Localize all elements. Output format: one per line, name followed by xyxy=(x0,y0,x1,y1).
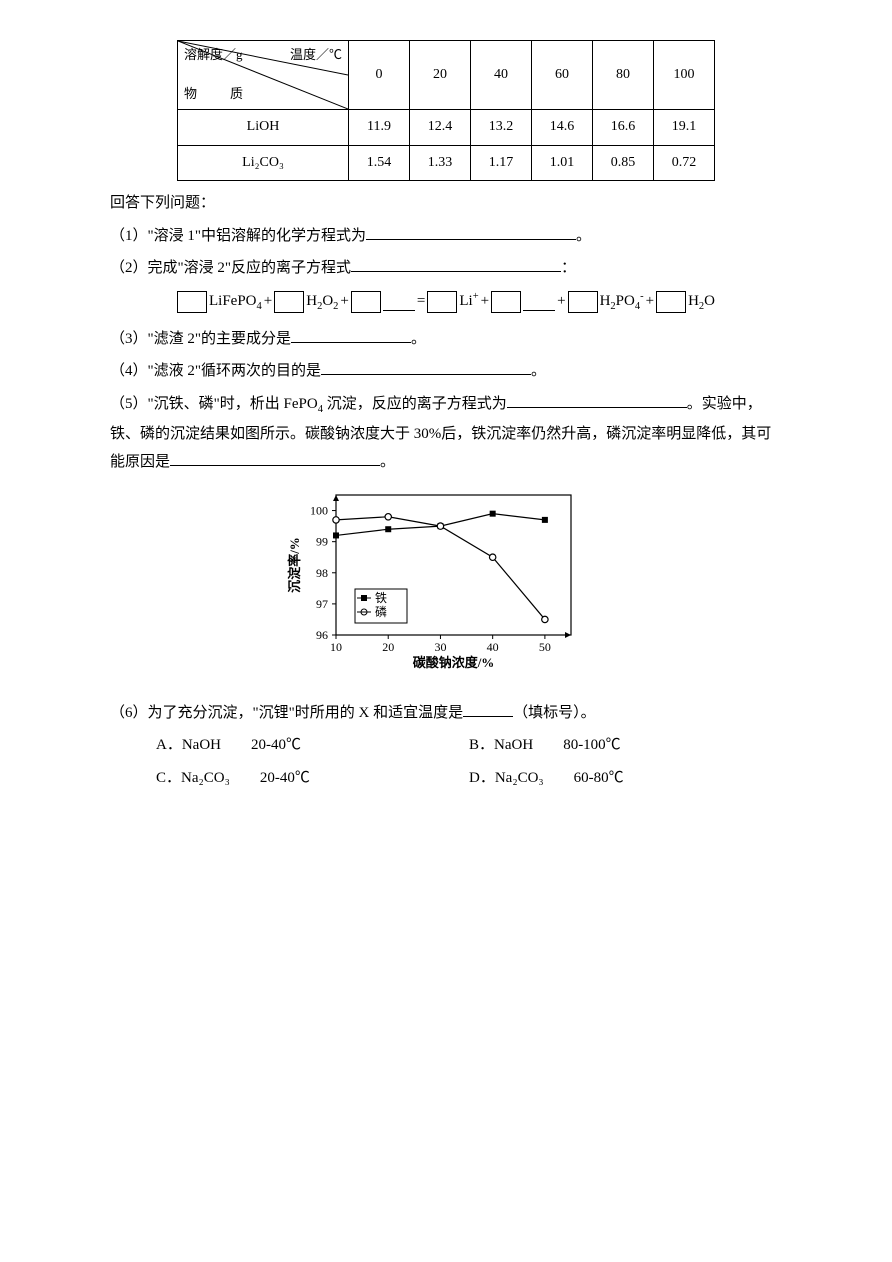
temp-1: 20 xyxy=(410,41,471,110)
q6-a: （6）为了充分沉淀，"沉锂"时所用的 X 和适宜温度是 xyxy=(110,705,463,721)
plus: + xyxy=(264,287,272,316)
table-row: Li₂CO₃ 1.54 1.33 1.17 1.01 0.85 0.72 xyxy=(178,145,715,181)
svg-text:99: 99 xyxy=(316,534,328,548)
coef-box xyxy=(656,291,686,313)
page: 溶解度／g 温度／℃ 物 质 0 20 40 60 80 100 LiOH 11… xyxy=(0,0,892,1192)
svg-text:40: 40 xyxy=(487,640,499,654)
blank xyxy=(351,256,561,272)
q5-b: 沉淀，反应的离子方程式为 xyxy=(323,396,507,412)
svg-text:100: 100 xyxy=(310,503,328,517)
species: H2O xyxy=(688,287,715,317)
coef-box xyxy=(568,291,598,313)
svg-text:磷: 磷 xyxy=(375,604,387,619)
cell: 0.85 xyxy=(593,145,654,181)
svg-text:30: 30 xyxy=(434,640,446,654)
coef-box xyxy=(351,291,381,313)
cell: 14.6 xyxy=(532,110,593,146)
svg-text:沉淀率/%: 沉淀率/% xyxy=(287,537,302,593)
q1-end: 。 xyxy=(576,228,591,244)
diag-top-label: 溶解度／g xyxy=(184,43,243,68)
q6-b: （填标号）。 xyxy=(513,705,596,721)
cell: 16.6 xyxy=(593,110,654,146)
options: A．NaOH 20-40℃ B．NaOH 80-100℃ C．Na₂CO₃ 20… xyxy=(156,731,782,792)
chart-wrap: 96 97 98 99 100 10 20 30 40 50 碳酸钠浓度/% 沉淀率/% 铁磷 xyxy=(110,485,782,685)
species-blank xyxy=(383,292,415,311)
svg-text:10: 10 xyxy=(330,640,342,654)
table-header-row: 溶解度／g 温度／℃ 物 质 0 20 40 60 80 100 xyxy=(178,41,715,110)
table-row: LiOH 11.9 12.4 13.2 14.6 16.6 19.1 xyxy=(178,110,715,146)
blank xyxy=(321,359,531,375)
svg-text:98: 98 xyxy=(316,565,328,579)
q2: （2）完成"溶浸 2"反应的离子方程式 ： xyxy=(110,254,782,283)
q5-a: （5）"沉铁、磷"时，析出 FePO xyxy=(110,396,318,412)
solubility-table-wrap: 溶解度／g 温度／℃ 物 质 0 20 40 60 80 100 LiOH 11… xyxy=(110,40,782,181)
ion-equation: LiFePO4+ H2O2+ = Li++ + H2PO4-+ H2O xyxy=(110,287,782,317)
q2-text: （2）完成"溶浸 2"反应的离子方程式 xyxy=(110,260,351,276)
table-diag-cell: 溶解度／g 温度／℃ 物 质 xyxy=(178,41,349,110)
q3: （3）"滤渣 2"的主要成分是 。 xyxy=(110,325,782,354)
temp-5: 100 xyxy=(654,41,715,110)
q2-end: ： xyxy=(561,260,576,276)
svg-text:97: 97 xyxy=(316,596,328,610)
q1-text: （1）"溶浸 1"中铝溶解的化学方程式为 xyxy=(110,228,366,244)
option-D: D．Na₂CO₃ 60-80℃ xyxy=(469,764,782,793)
plus: + xyxy=(340,287,348,316)
row-name: LiOH xyxy=(178,110,349,146)
q5: （5）"沉铁、磷"时，析出 FePO4 沉淀，反应的离子方程式为。实验中，铁、磷… xyxy=(110,390,782,477)
plus: + xyxy=(481,287,489,316)
svg-text:96: 96 xyxy=(316,628,328,642)
intro: 回答下列问题： xyxy=(110,189,782,218)
svg-text:50: 50 xyxy=(539,640,551,654)
blank xyxy=(291,327,411,343)
diag-bottom-label: 物 质 xyxy=(184,82,253,107)
cell: 1.54 xyxy=(349,145,410,181)
cell: 1.01 xyxy=(532,145,593,181)
q4: （4）"滤液 2"循环两次的目的是 。 xyxy=(110,357,782,386)
cell: 11.9 xyxy=(349,110,410,146)
option-A: A．NaOH 20-40℃ xyxy=(156,731,469,760)
q3-end: 。 xyxy=(411,331,426,347)
q5-d: 。 xyxy=(380,454,395,470)
species: H2O2 xyxy=(306,287,338,317)
q4-end: 。 xyxy=(531,363,546,379)
solubility-table: 溶解度／g 温度／℃ 物 质 0 20 40 60 80 100 LiOH 11… xyxy=(177,40,715,181)
blank xyxy=(366,224,576,240)
q1: （1）"溶浸 1"中铝溶解的化学方程式为 。 xyxy=(110,222,782,251)
plus: + xyxy=(557,287,565,316)
coef-box xyxy=(427,291,457,313)
svg-text:铁: 铁 xyxy=(375,591,387,605)
species: LiFePO4 xyxy=(209,287,262,317)
temp-2: 40 xyxy=(471,41,532,110)
svg-text:碳酸钠浓度/%: 碳酸钠浓度/% xyxy=(413,655,495,670)
temp-0: 0 xyxy=(349,41,410,110)
precipitation-chart: 96 97 98 99 100 10 20 30 40 50 碳酸钠浓度/% 沉淀率/% 铁磷 xyxy=(281,485,611,685)
cell: 1.17 xyxy=(471,145,532,181)
q4-text: （4）"滤液 2"循环两次的目的是 xyxy=(110,363,321,379)
option-B: B．NaOH 80-100℃ xyxy=(469,731,782,760)
cell: 0.72 xyxy=(654,145,715,181)
option-C: C．Na₂CO₃ 20-40℃ xyxy=(156,764,469,793)
coef-box xyxy=(177,291,207,313)
diag-right-label: 温度／℃ xyxy=(290,43,342,68)
row-name: Li₂CO₃ xyxy=(178,145,349,181)
cell: 13.2 xyxy=(471,110,532,146)
cell: 12.4 xyxy=(410,110,471,146)
blank xyxy=(507,392,687,408)
svg-text:20: 20 xyxy=(382,640,394,654)
cell: 19.1 xyxy=(654,110,715,146)
q6: （6）为了充分沉淀，"沉锂"时所用的 X 和适宜温度是 （填标号）。 xyxy=(110,699,782,728)
species: H2PO4- xyxy=(600,287,644,317)
coef-box xyxy=(274,291,304,313)
temp-4: 80 xyxy=(593,41,654,110)
equals: = xyxy=(417,287,425,316)
q3-text: （3）"滤渣 2"的主要成分是 xyxy=(110,331,291,347)
blank xyxy=(170,450,380,466)
blank xyxy=(463,701,513,717)
species: Li+ xyxy=(459,287,478,316)
coef-box xyxy=(491,291,521,313)
cell: 1.33 xyxy=(410,145,471,181)
species-blank xyxy=(523,292,555,311)
temp-3: 60 xyxy=(532,41,593,110)
plus: + xyxy=(646,287,654,316)
